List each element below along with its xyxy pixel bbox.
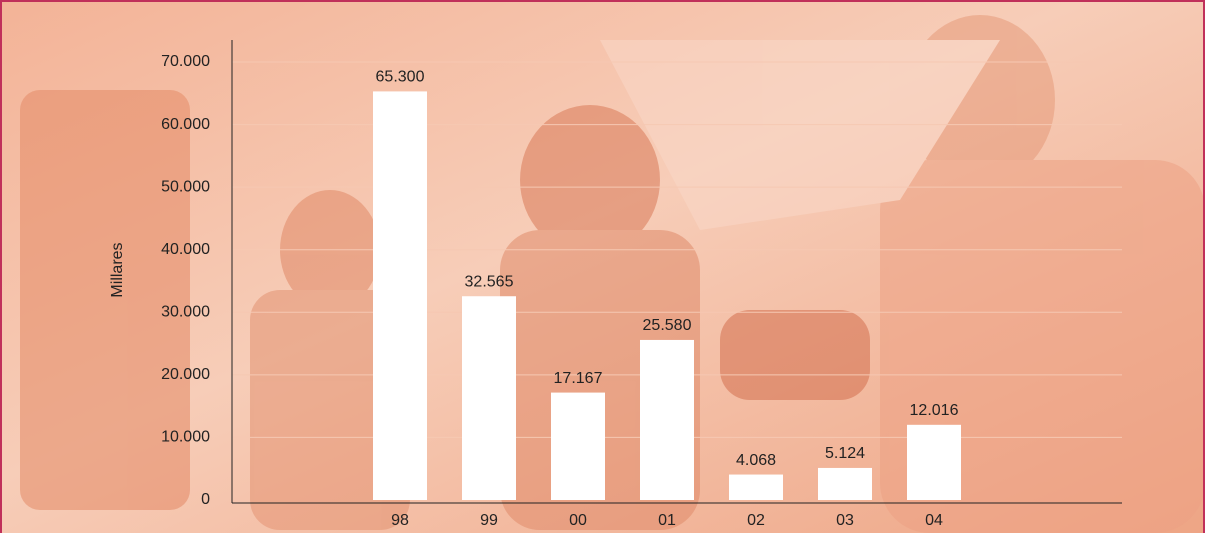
x-tick-label: 99 (480, 512, 498, 529)
x-tick-label: 04 (925, 512, 943, 529)
y-tick-label: 40.000 (161, 241, 210, 258)
data-label: 32.565 (465, 273, 514, 290)
y-axis-label: Millares (109, 242, 126, 297)
y-tick-label: 10.000 (161, 429, 210, 446)
bar (818, 467, 872, 500)
data-label: 12.016 (910, 402, 959, 419)
bar (551, 392, 605, 500)
data-label: 5.124 (825, 445, 865, 462)
bar (907, 424, 961, 500)
x-tick-label: 02 (747, 512, 765, 529)
y-tick-label: 70.000 (161, 53, 210, 70)
bar (729, 474, 783, 500)
data-label: 25.580 (643, 317, 692, 334)
bar (373, 91, 427, 500)
data-label: 4.068 (736, 452, 776, 469)
y-tick-label: 0 (201, 491, 210, 508)
y-tick-label: 50.000 (161, 178, 210, 195)
x-tick-label: 01 (658, 512, 676, 529)
x-tick-label: 00 (569, 512, 587, 529)
data-label: 17.167 (554, 370, 603, 387)
bar (640, 339, 694, 500)
y-tick-label: 20.000 (161, 366, 210, 383)
y-tick-label: 60.000 (161, 116, 210, 133)
y-tick-label: 30.000 (161, 304, 210, 321)
bar (462, 296, 516, 500)
data-label: 65.300 (376, 69, 425, 86)
x-tick-label: 03 (836, 512, 854, 529)
x-tick-label: 98 (391, 512, 409, 529)
